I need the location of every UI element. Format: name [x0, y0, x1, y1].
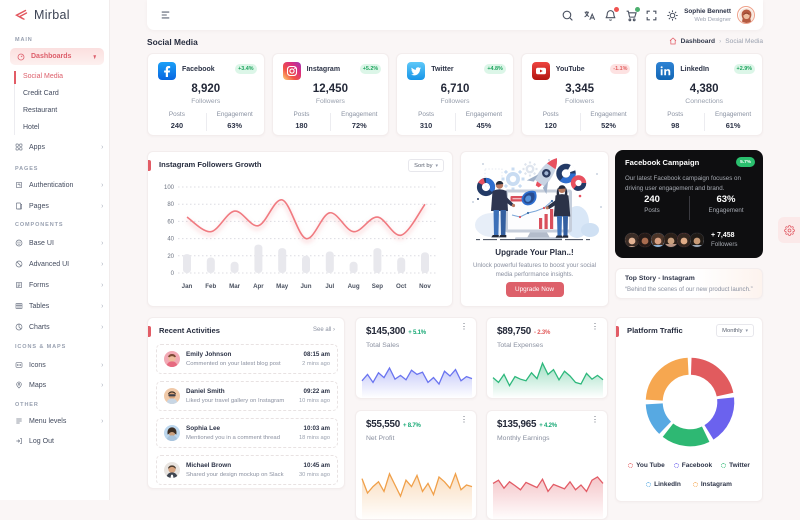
svg-text:Sep: Sep	[372, 283, 384, 290]
svg-text:Jul: Jul	[325, 283, 334, 290]
svg-text:Feb: Feb	[205, 283, 216, 290]
svg-text:40: 40	[167, 237, 174, 243]
svg-text:100: 100	[164, 185, 175, 191]
svg-text:20: 20	[167, 254, 174, 260]
svg-text:Aug: Aug	[348, 283, 360, 290]
svg-text:0: 0	[171, 271, 175, 277]
svg-text:Apr: Apr	[253, 283, 264, 290]
svg-text:60: 60	[167, 219, 174, 225]
svg-text:Oct: Oct	[396, 283, 406, 290]
svg-text:Mar: Mar	[229, 283, 241, 290]
svg-text:Jun: Jun	[300, 283, 311, 290]
svg-text:May: May	[276, 283, 289, 290]
svg-text:80: 80	[167, 202, 174, 208]
svg-text:Nov: Nov	[419, 283, 431, 290]
svg-text:Jan: Jan	[182, 283, 193, 290]
